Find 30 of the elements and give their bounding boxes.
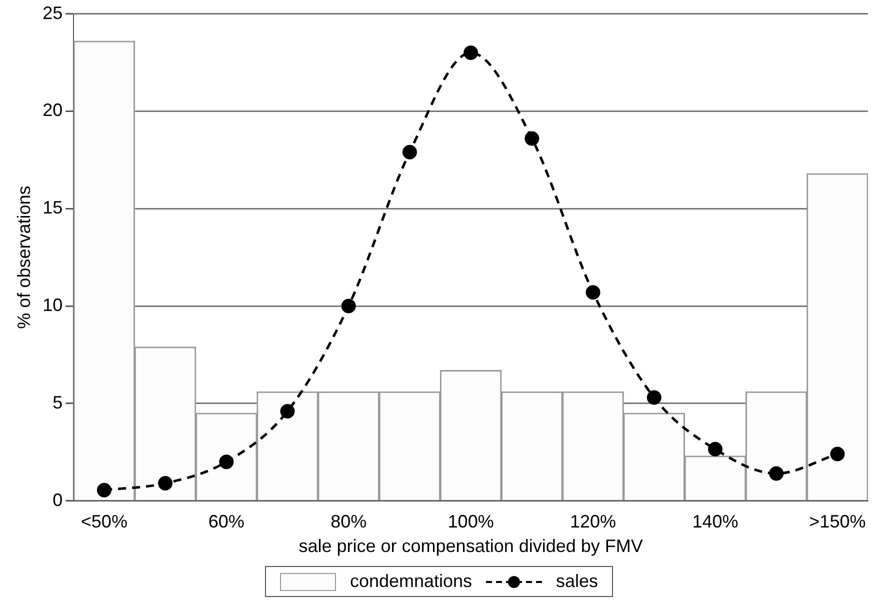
point: [341, 298, 356, 314]
y-tick-label: 25: [42, 2, 63, 23]
y-tick-label: 20: [42, 100, 63, 120]
legend-label: sales: [556, 571, 598, 592]
y-tick-label: 15: [42, 198, 63, 218]
point: [708, 442, 722, 456]
y-tick-label: 5: [52, 392, 63, 412]
point: [219, 454, 234, 470]
point: [158, 476, 173, 491]
point: [646, 390, 662, 405]
x-tick-label: 100%: [448, 512, 494, 532]
x-tick-label: 120%: [570, 512, 616, 532]
legend-label: condemnations: [350, 571, 472, 592]
y-tick-label: 10: [42, 294, 63, 315]
y-tick-label: 0: [52, 490, 63, 510]
x-tick-label: >150%: [809, 512, 866, 532]
y-axis-title: % of observations: [14, 186, 34, 329]
point: [769, 466, 784, 481]
point: [402, 144, 417, 160]
point: [586, 285, 600, 300]
x-tick-label: <50%: [80, 512, 128, 532]
point: [524, 131, 540, 146]
point: [280, 404, 295, 418]
point: [830, 446, 845, 462]
point: [464, 46, 478, 60]
x-tick-label: 80%: [330, 512, 367, 532]
x-tick-label: 140%: [692, 512, 738, 532]
x-axis-title: sale price or compensation divided by FMV: [298, 536, 643, 556]
point: [96, 482, 112, 498]
x-tick-label: 60%: [208, 512, 244, 532]
